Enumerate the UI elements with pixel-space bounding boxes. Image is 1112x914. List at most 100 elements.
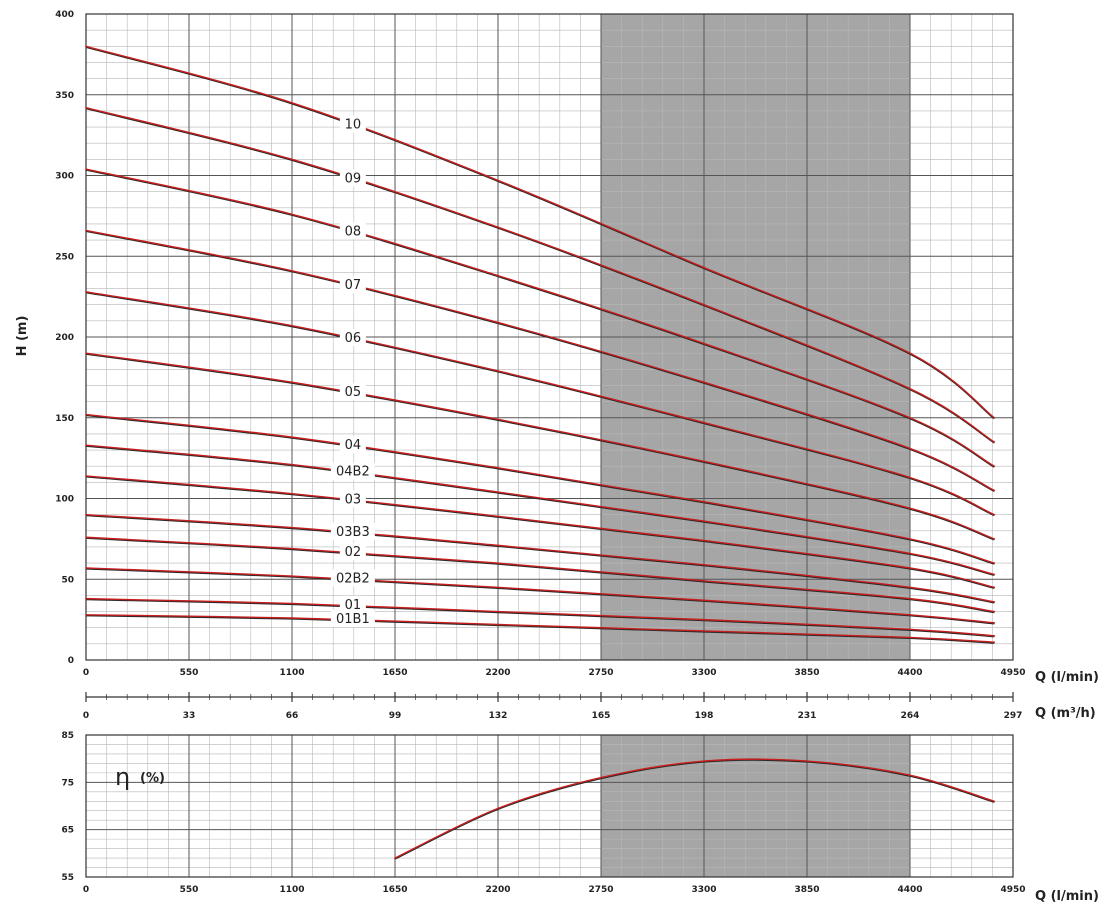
y-tick-label: 200 — [55, 333, 74, 343]
curve-08-point — [291, 213, 293, 216]
secondary-tick-label: 33 — [183, 711, 196, 721]
x-tick-label: 2750 — [588, 668, 613, 678]
secondary-tick-label: 132 — [489, 711, 508, 721]
efficiency-curve-point — [703, 760, 705, 762]
x-tick-label: 4950 — [1000, 668, 1025, 678]
curve-label-09: 09 — [345, 171, 362, 186]
curve-03B3-point — [703, 563, 705, 566]
curve-03-point — [909, 567, 911, 569]
curve-04-point — [993, 562, 996, 564]
curve-04B2-shadow — [85, 445, 995, 577]
flow-axis-label-lmin: Q (l/min) — [1035, 670, 1099, 685]
curve-08-point — [909, 416, 911, 419]
curve-label-01: 01 — [345, 598, 362, 613]
curve-label-03B3: 03B3 — [336, 525, 370, 540]
curve-04B2-point — [993, 573, 996, 576]
curve-03B3-shadow — [85, 515, 995, 604]
curve-03-point — [85, 475, 87, 477]
curve-05-point — [993, 538, 996, 540]
y-tick-label: 85 — [61, 731, 74, 741]
curve-02-point — [909, 597, 911, 600]
curve-10-point — [291, 102, 293, 104]
curve-04-point — [497, 467, 499, 469]
curve-03-shadow — [85, 476, 995, 589]
curve-label-06: 06 — [345, 331, 362, 346]
curve-label-bg — [339, 542, 366, 560]
flow-axis-label-m3h: Q (m³/h) — [1035, 706, 1096, 721]
x-tick-label: 4950 — [1000, 885, 1025, 895]
curve-01 — [85, 597, 995, 637]
x-tick-label: 550 — [180, 885, 199, 895]
curve-04B2-point — [85, 444, 87, 447]
curve-03-point — [497, 515, 499, 518]
curve-10-point — [497, 179, 499, 182]
x-tick-label: 1650 — [382, 885, 407, 895]
curve-07-point — [85, 229, 87, 232]
y-tick-label: 55 — [61, 873, 74, 883]
curve-03B3-point — [85, 513, 87, 516]
curve-label-bg — [339, 329, 366, 347]
y-tick-label: 250 — [55, 252, 74, 262]
secondary-flow-axis: 0 33 66 99 132 165 198 231 264 297 — [83, 692, 1023, 721]
curve-08-shadow — [85, 169, 995, 468]
curve-07-point — [497, 321, 499, 324]
curve-01-point — [291, 602, 293, 605]
curve-01B1 — [85, 614, 995, 643]
curve-label-bg — [339, 383, 366, 401]
secondary-tick-label: 165 — [592, 711, 611, 721]
curve-04B2-point — [909, 552, 911, 555]
x-tick-label: 1100 — [279, 668, 304, 678]
curve-09-point — [703, 303, 705, 306]
efficiency-flow-axis-label: Q (l/min) — [1035, 889, 1099, 904]
curve-03B3-point — [291, 526, 293, 529]
curve-07 — [85, 229, 995, 492]
curve-03B3-point — [497, 544, 499, 547]
curve-02B2-point — [909, 613, 911, 616]
major-grid — [85, 13, 1014, 661]
curve-08-point — [85, 168, 87, 170]
curve-02-point — [993, 610, 996, 613]
curve-label-bg — [330, 462, 375, 480]
plot-border — [85, 734, 1014, 878]
curve-label-03: 03 — [345, 492, 362, 507]
head-axis-label: H (m) — [15, 316, 30, 357]
x-tick-label: 3300 — [691, 668, 716, 678]
curve-label-04B2: 04B2 — [336, 465, 370, 480]
curve-01-shadow — [85, 598, 995, 638]
curve-05-point — [497, 418, 499, 421]
efficiency-curve-point — [806, 760, 808, 762]
curve-label-bg — [339, 595, 366, 613]
y-tick-label: 350 — [55, 91, 74, 101]
y-tick-label: 0 — [68, 656, 74, 666]
curve-04-point — [703, 500, 705, 503]
curve-02B2-shadow — [85, 568, 995, 625]
curve-label-01B1: 01B1 — [336, 612, 370, 627]
chart-panel-1: 0 550 1100 1650 2200 2750 3300 3850 4400 49500501… — [55, 10, 1025, 678]
y-tick-label: 150 — [55, 414, 74, 424]
secondary-tick-label: 99 — [389, 711, 402, 721]
x-tick-label: 3850 — [794, 668, 819, 678]
curve-02 — [85, 536, 995, 613]
curve-01B1-point — [85, 613, 87, 616]
curve-09-point — [909, 387, 911, 390]
curve-01B1-point — [291, 617, 293, 619]
secondary-tick-label: 297 — [1004, 711, 1023, 721]
curve-04-point — [909, 538, 911, 540]
x-tick-label: 3850 — [794, 885, 819, 895]
curve-label-bg — [339, 115, 366, 133]
curve-06-point — [497, 370, 499, 372]
efficiency-curve-point — [497, 807, 499, 810]
curve-label-05: 05 — [345, 385, 362, 400]
curve-09-point — [993, 441, 996, 443]
minor-grid — [86, 735, 1013, 877]
curve-01B1-point — [703, 630, 705, 632]
curve-03-point — [291, 492, 293, 495]
curve-04B2-point — [497, 491, 499, 493]
x-tick-label: 2200 — [485, 668, 510, 678]
curve-03B3-point — [909, 586, 911, 589]
curve-06-point — [993, 513, 996, 516]
efficiency-curve-point — [909, 774, 911, 777]
curve-06-point — [703, 421, 705, 424]
curve-09-point — [497, 226, 499, 228]
